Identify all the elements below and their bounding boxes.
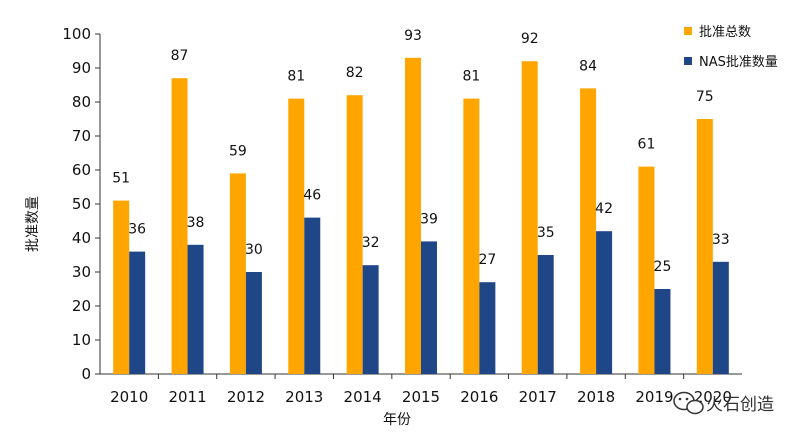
- bar-nas: [537, 255, 554, 374]
- x-tick-label: 2012: [227, 388, 265, 406]
- bar-total: [405, 57, 421, 375]
- data-label-nas: 38: [187, 215, 205, 231]
- y-tick-label: 50: [72, 195, 91, 213]
- data-labels: 51 36 87 38 59 30 81 46 82 32 93 39 81 27 92 35 84 42 61 25…: [112, 28, 729, 275]
- data-label-nas: 25: [654, 259, 672, 275]
- data-label-total: 81: [287, 69, 305, 85]
- y-axis-title: 批准数量: [25, 196, 41, 252]
- data-label-total: 75: [696, 89, 714, 105]
- data-label-nas: 42: [595, 201, 613, 217]
- bar-total: [288, 98, 305, 374]
- data-label-nas: 36: [128, 222, 146, 238]
- bar-total: [113, 200, 130, 374]
- data-label-nas: 27: [478, 252, 496, 268]
- bar-nas: [187, 244, 204, 374]
- legend-label-total: 批准总数: [699, 25, 751, 40]
- x-tick-label: 2014: [344, 388, 382, 406]
- legend-label-nas: NAS批准数量: [699, 55, 778, 70]
- x-tick-label: 2016: [460, 388, 498, 406]
- bar-total: [229, 173, 246, 374]
- bar-total: [696, 119, 713, 374]
- data-label-nas: 30: [245, 242, 263, 258]
- watermark: 火石创造: [673, 391, 774, 415]
- y-tick-label: 30: [72, 263, 91, 281]
- bar-total: [171, 78, 188, 374]
- bars: [113, 57, 729, 375]
- bar-nas: [362, 265, 379, 374]
- data-label-total: 87: [171, 48, 189, 64]
- bar-total: [638, 166, 655, 374]
- y-tick-label: 70: [72, 127, 91, 145]
- watermark-text: 火石创造: [706, 395, 774, 415]
- data-label-total: 59: [229, 143, 247, 159]
- bar-nas: [245, 272, 262, 374]
- bar-nas: [654, 289, 671, 374]
- y-tick-label: 60: [72, 161, 91, 179]
- y-tick-label: 0: [81, 365, 91, 383]
- legend-swatch-total: [684, 27, 692, 35]
- data-label-total: 61: [638, 137, 656, 153]
- x-tick-label: 2020: [694, 388, 732, 406]
- data-label-total: 84: [579, 58, 597, 74]
- data-label-total: 93: [404, 28, 422, 44]
- x-tick-label: 2010: [110, 388, 148, 406]
- y-tick-label: 40: [72, 229, 91, 247]
- y-tick-label: 100: [62, 25, 91, 43]
- y-tick-label: 90: [72, 59, 91, 77]
- y-tick-label: 80: [72, 93, 91, 111]
- bar-total: [580, 88, 597, 375]
- bar-nas: [421, 241, 437, 374]
- data-label-total: 81: [462, 69, 480, 85]
- x-tick-label: 2013: [285, 388, 323, 406]
- data-label-total: 51: [112, 171, 130, 187]
- bar-total: [521, 61, 538, 374]
- bar-nas: [129, 251, 146, 374]
- bar-nas: [304, 217, 321, 374]
- x-tick-label: 2017: [519, 388, 557, 406]
- data-label-total: 82: [346, 65, 364, 81]
- y-tick-label: 20: [72, 297, 91, 315]
- x-tick-label: 2018: [577, 388, 615, 406]
- x-tick-label: 2019: [635, 388, 673, 406]
- legend: 批准总数 NAS批准数量: [684, 25, 778, 70]
- y-tick-label: 10: [72, 331, 91, 349]
- data-label-nas: 32: [362, 235, 380, 251]
- bar-nas: [712, 261, 729, 374]
- data-label-total: 92: [521, 31, 539, 47]
- x-tick-label: 2015: [402, 388, 440, 406]
- axes: 0 10 20 30 40 50 60 70 80 90 100 2010 2011 2012 2013 20…: [62, 25, 742, 406]
- data-label-nas: 39: [420, 211, 438, 227]
- bar-total: [346, 95, 363, 374]
- data-label-nas: 35: [537, 225, 555, 241]
- bar-nas: [596, 231, 613, 374]
- legend-swatch-nas: [684, 57, 692, 65]
- wechat-icon: [673, 391, 704, 415]
- data-label-nas: 46: [303, 188, 321, 204]
- bar-nas: [479, 282, 496, 374]
- data-label-nas: 33: [712, 232, 730, 248]
- x-tick-label: 2011: [168, 388, 206, 406]
- bar-total: [463, 98, 480, 374]
- x-axis-title: 年份: [383, 412, 411, 428]
